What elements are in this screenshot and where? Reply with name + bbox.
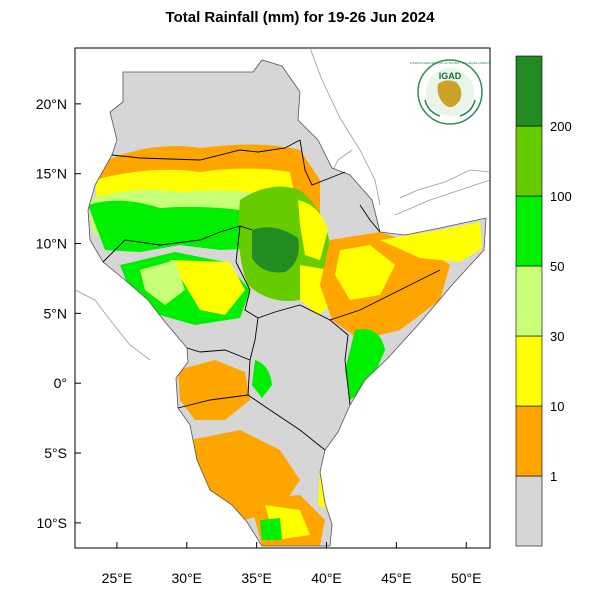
south-green [260,518,282,540]
lon-tick-label: 40°E [311,570,342,586]
legend-swatch [515,125,543,197]
lat-tick-label: 15°N [36,166,67,182]
uganda-green [252,360,272,398]
igad-logo: IGAD INTERGOVERNMENTAL AUTHORITY ON DEVE… [410,59,491,125]
lat-tick-label: 5°S [44,445,67,461]
lat-tick-label: 20°N [36,96,67,112]
lake-region-orange [178,360,250,420]
lon-axis: 25°E 30°E 35°E 40°E 45°E 50°E [102,542,482,586]
border-sudan-north [111,139,301,161]
border-rwanda-burundi [177,394,249,409]
border-uganda-north [186,347,251,361]
lon-tick-label: 25°E [102,570,133,586]
somalia-north-yellow [380,222,482,262]
legend-swatch [515,195,543,267]
border-ethiopia-kenya [257,304,349,336]
border-ethiopia-somalia [329,269,441,321]
map-title: Total Rainfall (mm) for 19-26 Jun 2024 [165,9,435,26]
arabia-south-coast [394,179,490,216]
legend-label: 50 [550,259,564,274]
legend-label: 200 [550,119,572,134]
logo-caption: INTERGOVERNMENTAL AUTHORITY ON DEVELOPME… [410,61,491,65]
ethiopia-dark-green [252,227,299,273]
country-borders [102,139,441,451]
lon-tick-label: 45°E [381,570,412,586]
laurel-icon [424,99,476,117]
gulf-aden-north-coast [399,169,490,199]
border-southsudan-ethiopia [235,225,259,319]
somalia-yellow [335,245,395,300]
region-coastline [87,59,487,547]
somalia-coast-green [345,329,385,400]
legend-swatch [515,55,543,127]
logo-text: IGAD [439,71,462,81]
west-green-zone [88,200,282,252]
lat-tick-label: 10°S [36,515,67,531]
legend-swatch [515,265,543,337]
south-sudan-yellow [170,260,245,315]
border-eritrea [299,139,346,186]
lon-tick-label: 50°E [451,570,482,586]
border-uganda-kenya [247,317,259,396]
lon-tick-label: 30°E [172,570,203,586]
border-kenya-tanzania [247,394,326,451]
rainfall-legend: 1 10 30 50 100 200 [515,55,572,547]
legend-swatch [515,475,543,547]
border-kenya-somalia [344,334,351,406]
legend-label: 10 [550,399,564,414]
africa-shape-icon [437,80,462,108]
legend-swatch [515,405,543,477]
border-djibouti [359,204,381,233]
lat-tick-label: 0° [54,375,67,391]
legend-label: 100 [550,189,572,204]
lat-tick-label: 5°N [44,305,68,321]
legend-swatch [515,335,543,407]
south-sudan-lightgreen [140,260,185,305]
red-sea-coast [309,48,381,206]
lat-axis: 20°N 15°N 10°N 5°N 0° 5°S 10°S [36,96,81,531]
lat-tick-label: 10°N [36,236,67,252]
west-neighbour-line [75,289,151,361]
legend-label: 30 [550,329,564,344]
dahlak-coast [331,149,353,173]
ethiopia-east-yellow [298,200,328,260]
legend-label: 1 [550,469,557,484]
lon-tick-label: 35°E [241,570,272,586]
